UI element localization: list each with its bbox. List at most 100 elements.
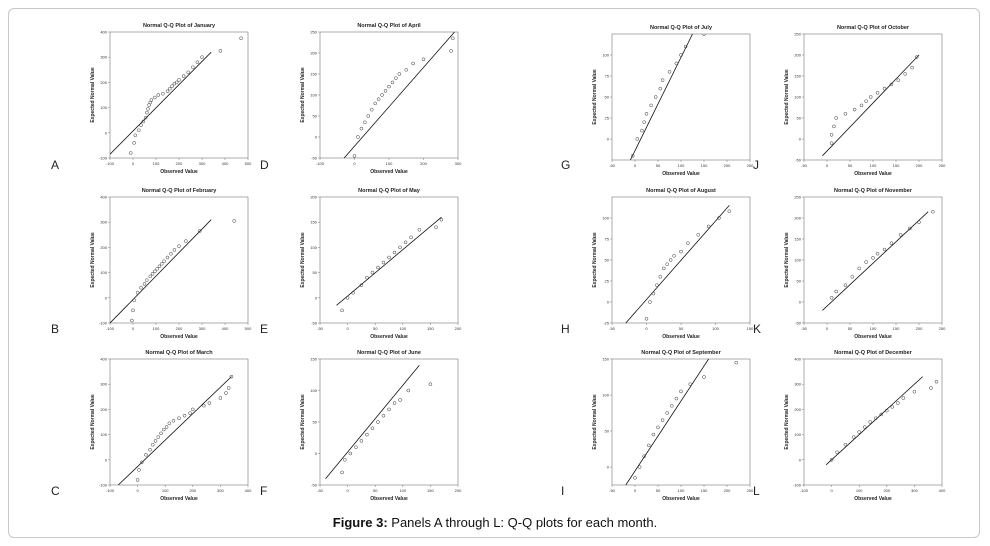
x-tick-label: 0 (346, 326, 349, 331)
caption-label: Figure 3: (332, 515, 388, 530)
qq-plot-k: Normal Q-Q Plot of November -50 0 50 100 150 2… (782, 183, 950, 343)
y-tick-label: 50 (313, 270, 318, 275)
data-point (686, 241, 690, 245)
data-point (875, 91, 880, 95)
qq-plot-h: Normal Q-Q Plot of August -50 0 50 100 150 -25… (590, 183, 758, 343)
data-point (153, 95, 157, 100)
data-point (829, 296, 834, 300)
x-axis-label: Observed Value (854, 496, 892, 502)
data-point (411, 61, 415, 66)
data-point (851, 435, 856, 439)
y-tick-label: 200 (310, 51, 317, 56)
x-tick-label: 0 (346, 488, 349, 493)
data-point (142, 282, 147, 286)
data-point (868, 420, 872, 424)
data-point (164, 425, 169, 429)
data-point (226, 386, 231, 390)
plot-area (611, 33, 751, 161)
data-point (132, 298, 136, 303)
reference-line (625, 205, 730, 323)
x-tick-label: 50 (373, 488, 378, 493)
data-point (182, 413, 187, 418)
x-tick-label: 300 (911, 488, 918, 493)
plot-area (803, 196, 943, 324)
data-point (843, 112, 848, 116)
qq-plot-a: Normal Q-Q Plot of January -100 0 100 200 300… (88, 18, 256, 178)
data-point (679, 389, 683, 394)
x-tick-label: 100 (870, 326, 877, 331)
y-tick-label: 25 (605, 279, 610, 284)
y-tick-label: 0 (799, 300, 802, 305)
data-point (434, 225, 438, 229)
data-point (133, 133, 138, 138)
plot-area (803, 33, 943, 161)
data-point (908, 226, 912, 231)
data-point (143, 115, 148, 120)
data-point (835, 450, 839, 454)
y-axis-label: Expected Normal Value (90, 67, 96, 123)
data-point (366, 114, 371, 118)
plot-data-group (110, 36, 243, 155)
x-tick-label: 200 (420, 161, 427, 166)
data-point (647, 443, 651, 448)
data-point (340, 308, 344, 313)
plot-area (109, 196, 249, 324)
data-point (656, 425, 660, 430)
data-point (188, 411, 192, 415)
x-tick-label: 250 (747, 488, 754, 493)
y-tick-label: 200 (794, 216, 801, 221)
panel-letter-i: I (561, 484, 565, 498)
data-point (202, 403, 206, 408)
x-tick-label: 200 (176, 326, 183, 331)
data-point (146, 107, 150, 111)
data-point (648, 300, 652, 304)
data-point (640, 128, 644, 133)
y-tick-label: 150 (794, 74, 801, 79)
x-axis-label: Observed Value (160, 334, 198, 340)
data-point (139, 123, 143, 127)
x-tick-label: 100 (712, 326, 719, 331)
x-tick-label: -100 (316, 161, 325, 166)
panel-letter-j: J (753, 158, 759, 172)
data-point (145, 278, 149, 282)
data-point (137, 468, 141, 472)
y-tick-label: 100 (100, 432, 107, 437)
data-point (910, 65, 914, 70)
data-point (406, 388, 411, 393)
data-point (394, 76, 398, 80)
reference-line (625, 359, 709, 485)
data-point (896, 401, 900, 405)
qq-plot-i: Normal Q-Q Plot of September -50 0 50 100 150… (590, 345, 758, 505)
data-point (239, 36, 243, 41)
x-axis-label: Observed Value (370, 496, 408, 502)
y-tick-label: 300 (100, 55, 107, 60)
x-tick-label: 100 (399, 488, 406, 493)
data-point (137, 128, 141, 133)
y-tick-label: 50 (797, 279, 802, 284)
data-point (145, 110, 149, 115)
x-tick-label: -50 (609, 326, 616, 331)
data-point (862, 425, 867, 429)
qq-plot-svg: Normal Q-Q Plot of December -100 0 100 200 30… (784, 350, 946, 502)
x-axis-label: Observed Value (662, 334, 700, 340)
y-tick-label: -100 (793, 483, 802, 488)
panel-letter-e: E (260, 322, 269, 336)
data-point (365, 275, 369, 280)
x-tick-label: -50 (609, 163, 616, 168)
data-point (130, 318, 134, 323)
data-point (834, 116, 838, 120)
reference-line (343, 32, 455, 158)
x-tick-label: 50 (656, 488, 661, 493)
plot-data-group (110, 219, 236, 323)
data-point (665, 411, 669, 415)
x-tick-label: 100 (399, 326, 406, 331)
data-point (370, 426, 375, 431)
x-tick-label: 300 (199, 161, 206, 166)
plot-data-group (822, 54, 920, 157)
x-tick-label: 50 (679, 326, 684, 331)
reference-line (110, 219, 212, 323)
data-point (917, 220, 921, 224)
y-tick-label: 75 (605, 74, 610, 79)
x-tick-label: 200 (189, 488, 196, 493)
data-point (381, 413, 386, 418)
